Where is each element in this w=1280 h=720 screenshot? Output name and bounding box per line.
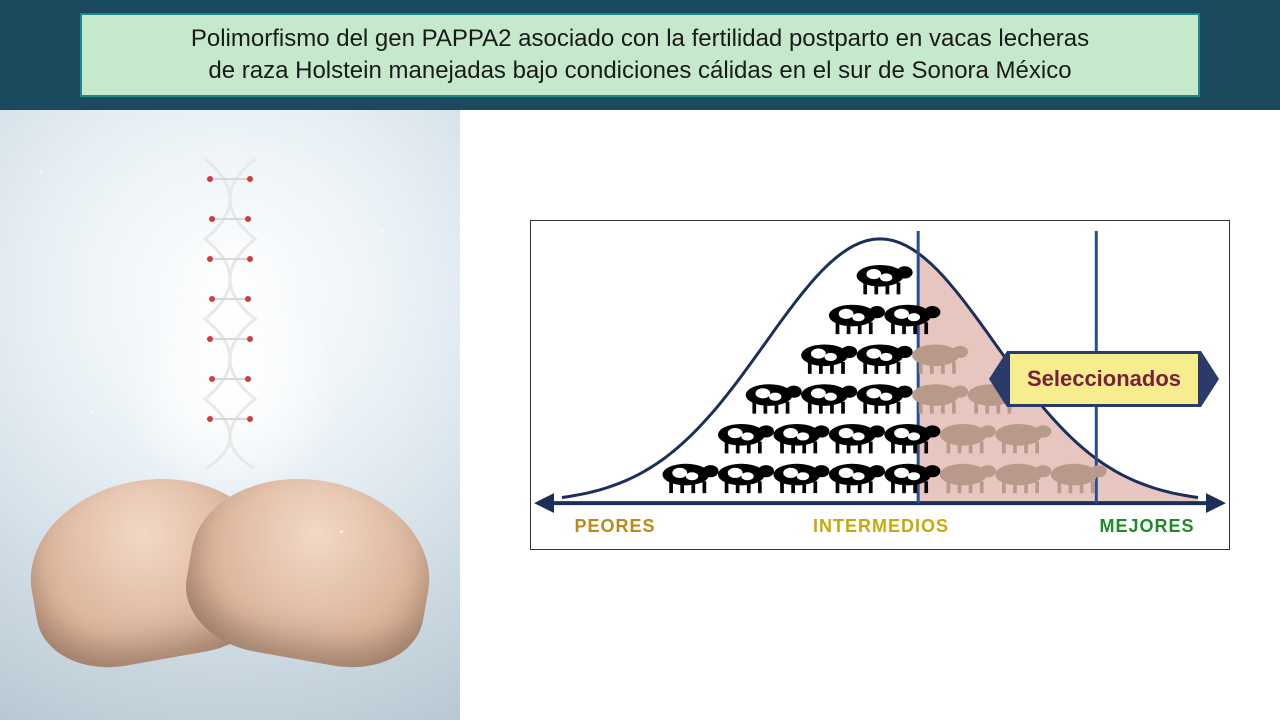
- axis-label-peores: PEORES: [574, 516, 655, 537]
- content-area: Seleccionados PEORES INTERMEDIOS MEJORES: [0, 110, 1280, 720]
- title-panel: Polimorfismo del gen PAPPA2 asociado con…: [80, 13, 1200, 98]
- sparkle: [40, 170, 43, 173]
- ribbon-tail-left: [989, 351, 1007, 407]
- sparkle: [340, 530, 343, 533]
- selection-diagram: Seleccionados PEORES INTERMEDIOS MEJORES: [530, 220, 1230, 550]
- title-line-1: Polimorfismo del gen PAPPA2 asociado con…: [191, 25, 1089, 52]
- axis-label-mejores: MEJORES: [1099, 516, 1194, 537]
- title-line-2: de raza Holstein manejadas bajo condicio…: [208, 57, 1071, 84]
- right-panel: Seleccionados PEORES INTERMEDIOS MEJORES: [460, 110, 1280, 720]
- ribbon-text: Seleccionados: [1027, 366, 1181, 392]
- dna-helix-icon: [190, 159, 270, 469]
- ribbon-tail-right: [1201, 351, 1219, 407]
- hands-dna-illustration: [0, 110, 460, 720]
- sparkle: [380, 230, 383, 233]
- axis-label-intermedios: INTERMEDIOS: [813, 516, 949, 537]
- header-bar: Polimorfismo del gen PAPPA2 asociado con…: [0, 0, 1280, 110]
- sparkle: [90, 410, 93, 413]
- seleccionados-ribbon: Seleccionados: [989, 351, 1219, 407]
- ribbon-body: Seleccionados: [1007, 351, 1201, 407]
